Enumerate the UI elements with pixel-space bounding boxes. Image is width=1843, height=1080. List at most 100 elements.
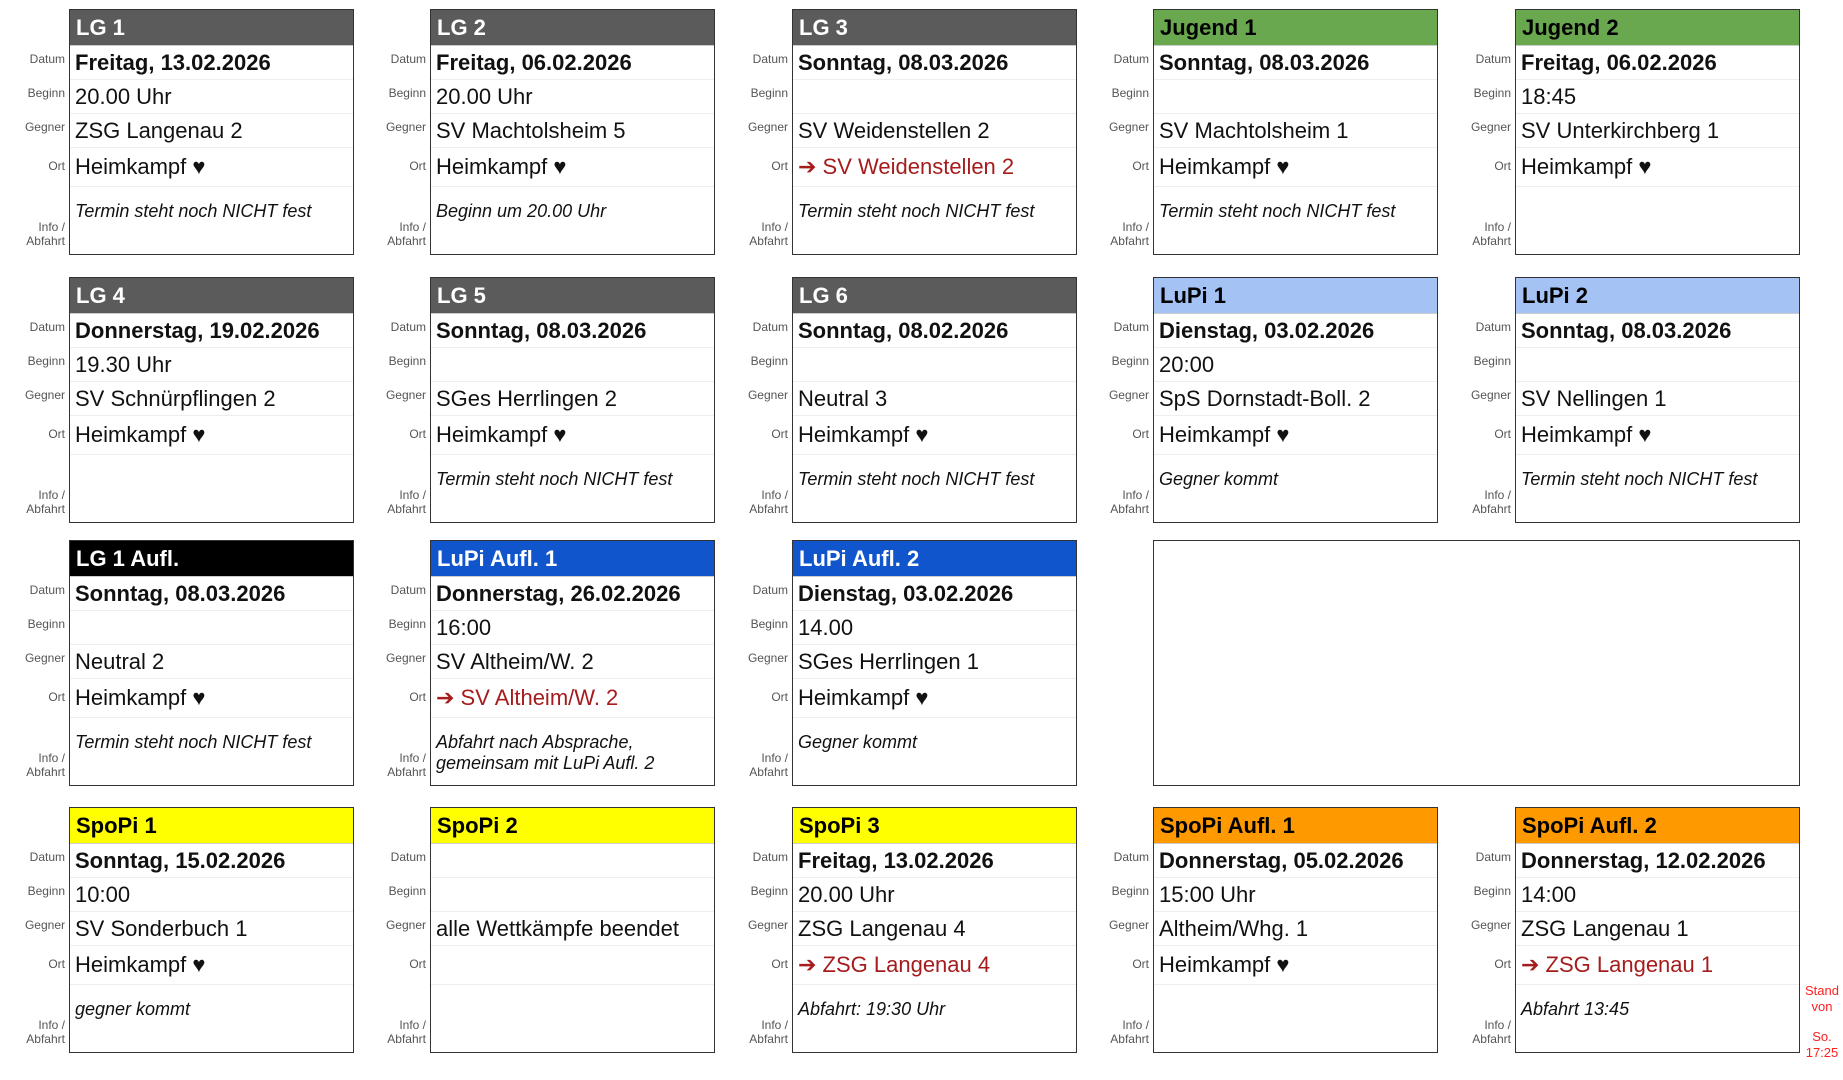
- label-beginn: Beginn: [27, 617, 65, 631]
- label-gegner: Gegner: [1108, 388, 1149, 402]
- label-info: Info / Abfahrt: [1472, 220, 1511, 248]
- label-info: Info / Abfahrt: [749, 751, 788, 779]
- label-datum: Datum: [390, 583, 426, 597]
- location: Heimkampf ♥: [70, 946, 353, 985]
- opponent: Altheim/Whg. 1: [1154, 912, 1437, 946]
- label-gegner: Gegner: [24, 120, 65, 134]
- opponent: ZSG Langenau 2: [70, 114, 353, 148]
- opponent: Neutral 2: [70, 645, 353, 679]
- label-datum: Datum: [1475, 320, 1511, 334]
- team-card: SpoPi Aufl. 1 Donnerstag, 05.02.2026 15:…: [1153, 807, 1438, 1053]
- label-info-line1: Info /: [1484, 220, 1511, 234]
- label-ort: Ort: [1494, 427, 1511, 441]
- match-time: 10:00: [70, 878, 353, 912]
- label-gegner: Gegner: [24, 918, 65, 932]
- match-time: [431, 348, 714, 382]
- match-time: 20:00: [1154, 348, 1437, 382]
- label-datum: Datum: [390, 320, 426, 334]
- label-ort: Ort: [409, 957, 426, 971]
- opponent: SV Altheim/W. 2: [431, 645, 714, 679]
- label-gegner: Gegner: [385, 651, 426, 665]
- team-title: LG 6: [793, 278, 1076, 314]
- field-labels: Datum Beginn Gegner Ort Info / Abfahrt: [1449, 9, 1511, 255]
- label-beginn: Beginn: [1111, 354, 1149, 368]
- label-beginn: Beginn: [27, 884, 65, 898]
- match-time: 20.00 Uhr: [70, 80, 353, 114]
- match-date: Sonntag, 08.03.2026: [70, 577, 353, 611]
- match-time: [793, 348, 1076, 382]
- location: Heimkampf ♥: [70, 679, 353, 718]
- info: [431, 985, 714, 1051]
- info: Gegner kommt: [798, 732, 918, 752]
- team-card: LG 2 Freitag, 06.02.2026 20.00 Uhr SV Ma…: [430, 9, 715, 255]
- label-info: Info / Abfahrt: [26, 1018, 65, 1046]
- label-info-line1: Info /: [1122, 1018, 1149, 1032]
- location: Heimkampf ♥: [793, 679, 1076, 718]
- label-ort: Ort: [409, 690, 426, 704]
- team-title: LuPi Aufl. 2: [793, 541, 1076, 577]
- label-info-line2: Abfahrt: [387, 234, 426, 248]
- label-info-line1: Info /: [38, 751, 65, 765]
- label-gegner: Gegner: [747, 388, 788, 402]
- match-time: 16:00: [431, 611, 714, 645]
- label-gegner: Gegner: [1108, 918, 1149, 932]
- team-title: LuPi 2: [1516, 278, 1799, 314]
- label-info-line2: Abfahrt: [1110, 234, 1149, 248]
- label-gegner: Gegner: [747, 918, 788, 932]
- label-datum: Datum: [390, 52, 426, 66]
- field-labels: Datum Beginn Gegner Ort Info / Abfahrt: [726, 277, 788, 523]
- field-labels: Datum Beginn Gegner Ort Info / Abfahrt: [1449, 277, 1511, 523]
- match-date: Donnerstag, 19.02.2026: [70, 314, 353, 348]
- opponent: SV Machtolsheim 1: [1154, 114, 1437, 148]
- label-gegner: Gegner: [24, 651, 65, 665]
- match-date: Sonntag, 15.02.2026: [70, 844, 353, 878]
- label-info: Info / Abfahrt: [749, 220, 788, 248]
- team-title: LG 3: [793, 10, 1076, 46]
- match-date: Donnerstag, 26.02.2026: [431, 577, 714, 611]
- label-info-line2: Abfahrt: [387, 1032, 426, 1046]
- label-gegner: Gegner: [747, 120, 788, 134]
- match-time: 14.00: [793, 611, 1076, 645]
- field-labels: Datum Beginn Gegner Ort Info / Abfahrt: [364, 807, 426, 1053]
- label-beginn: Beginn: [388, 884, 426, 898]
- label-info-line2: Abfahrt: [26, 765, 65, 779]
- opponent: ZSG Langenau 1: [1516, 912, 1799, 946]
- label-info-line2: Abfahrt: [1472, 502, 1511, 516]
- team-title: Jugend 2: [1516, 10, 1799, 46]
- label-info-line1: Info /: [1484, 488, 1511, 502]
- label-info-line2: Abfahrt: [1110, 502, 1149, 516]
- label-info-line1: Info /: [761, 1018, 788, 1032]
- label-datum: Datum: [1475, 850, 1511, 864]
- match-time: 20.00 Uhr: [431, 80, 714, 114]
- label-ort: Ort: [48, 427, 65, 441]
- label-info: Info / Abfahrt: [1472, 1018, 1511, 1046]
- label-ort: Ort: [1494, 159, 1511, 173]
- info: Termin steht noch NICHT fest: [436, 469, 673, 489]
- label-ort: Ort: [771, 957, 788, 971]
- label-datum: Datum: [752, 583, 788, 597]
- team-title: LG 2: [431, 10, 714, 46]
- match-time: [431, 878, 714, 912]
- info: [70, 455, 353, 521]
- info: gegner kommt: [75, 999, 191, 1019]
- label-ort: Ort: [1132, 427, 1149, 441]
- label-info: Info / Abfahrt: [387, 1018, 426, 1046]
- field-labels: Datum Beginn Gegner Ort Info / Abfahrt: [3, 277, 65, 523]
- match-time: [1516, 348, 1799, 382]
- last-updated-note: Stand von So. 17:25: [1800, 983, 1843, 1061]
- label-beginn: Beginn: [1111, 86, 1149, 100]
- team-card: LG 5 Sonntag, 08.03.2026 SGes Herrlingen…: [430, 277, 715, 523]
- team-title: LG 1 Aufl.: [70, 541, 353, 577]
- label-info-line2: Abfahrt: [26, 234, 65, 248]
- info: [1516, 187, 1799, 253]
- opponent: SGes Herrlingen 2: [431, 382, 714, 416]
- label-datum: Datum: [1113, 850, 1149, 864]
- opponent: SV Weidenstellen 2: [793, 114, 1076, 148]
- label-gegner: Gegner: [24, 388, 65, 402]
- team-title: SpoPi Aufl. 2: [1516, 808, 1799, 844]
- team-title: SpoPi 3: [793, 808, 1076, 844]
- match-date: Freitag, 13.02.2026: [70, 46, 353, 80]
- label-info-line2: Abfahrt: [749, 1032, 788, 1046]
- stand-label: Stand: [1805, 983, 1839, 998]
- team-card: LG 1 Freitag, 13.02.2026 20.00 Uhr ZSG L…: [69, 9, 354, 255]
